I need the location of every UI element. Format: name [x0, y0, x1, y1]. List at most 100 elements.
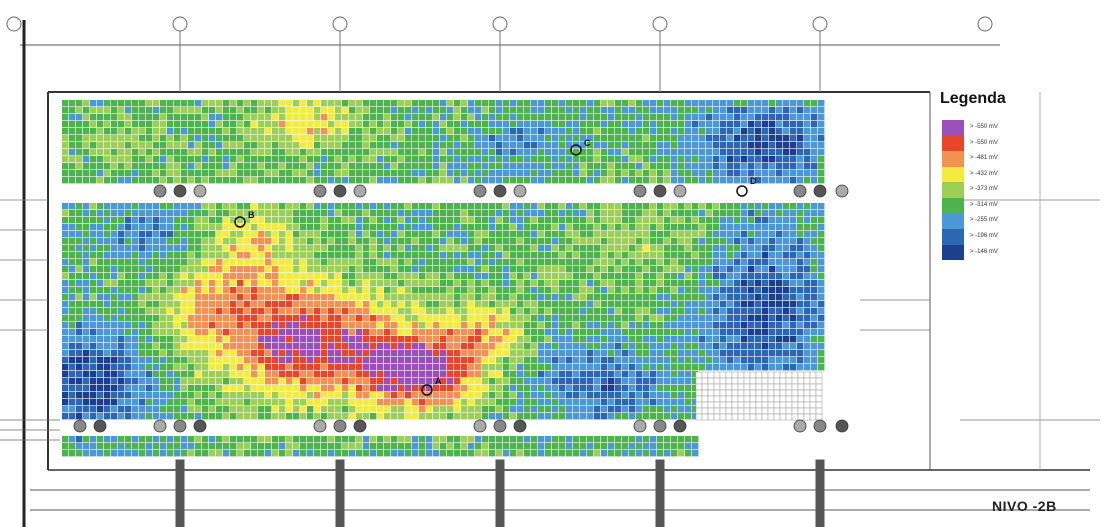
heatmap-cell [405, 315, 412, 322]
heatmap-cell [671, 114, 678, 121]
heatmap-cell [804, 280, 811, 287]
heatmap-cell [426, 149, 433, 156]
heatmap-cell [265, 224, 272, 231]
unmeasured-grid-cell [725, 389, 733, 397]
heatmap-cell [195, 280, 202, 287]
heatmap-cell [307, 385, 314, 392]
heatmap-cell [300, 364, 307, 371]
heatmap-cell [587, 245, 594, 252]
heatmap-cell [370, 371, 377, 378]
heatmap-cell [83, 315, 90, 322]
heatmap-cell [580, 107, 587, 114]
heatmap-cell [419, 280, 426, 287]
heatmap-cell [615, 238, 622, 245]
heatmap-cell [125, 149, 132, 156]
heatmap-cell [132, 252, 139, 259]
heatmap-cell [461, 357, 468, 364]
heatmap-cell [132, 450, 139, 457]
heatmap-cell [139, 252, 146, 259]
heatmap-cell [405, 128, 412, 135]
heatmap-cell [811, 301, 818, 308]
heatmap-cell [412, 280, 419, 287]
heatmap-cell [209, 203, 216, 210]
heatmap-cell [818, 329, 825, 336]
heatmap-cell [216, 163, 223, 170]
heatmap-cell [153, 238, 160, 245]
heatmap-cell [510, 322, 517, 329]
unmeasured-grid-cell [779, 389, 787, 397]
heatmap-cell [706, 322, 713, 329]
heatmap-cell [475, 100, 482, 107]
heatmap-cell [202, 114, 209, 121]
heatmap-cell [349, 217, 356, 224]
heatmap-cell [202, 170, 209, 177]
heatmap-cell [314, 350, 321, 357]
heatmap-cell [685, 443, 692, 450]
heatmap-cell [811, 170, 818, 177]
heatmap-cell [587, 301, 594, 308]
heatmap-cell [552, 217, 559, 224]
heatmap-cell [300, 121, 307, 128]
heatmap-cell [328, 287, 335, 294]
heatmap-cell [678, 135, 685, 142]
heatmap-cell [146, 163, 153, 170]
heatmap-cell [517, 364, 524, 371]
heatmap-cell [510, 177, 517, 184]
heatmap-cell [811, 252, 818, 259]
heatmap-cell [286, 273, 293, 280]
heatmap-cell [258, 114, 265, 121]
heatmap-cell [440, 450, 447, 457]
heatmap-cell [118, 406, 125, 413]
heatmap-cell [349, 107, 356, 114]
heatmap-cell [230, 450, 237, 457]
heatmap-cell [559, 273, 566, 280]
heatmap-cell [230, 322, 237, 329]
heatmap-cell [265, 128, 272, 135]
unmeasured-grid-cell [779, 383, 787, 391]
heatmap-cell [531, 177, 538, 184]
heatmap-cell [363, 266, 370, 273]
heatmap-cell [139, 385, 146, 392]
heatmap-cell [181, 364, 188, 371]
heatmap-cell [643, 100, 650, 107]
heatmap-cell [328, 350, 335, 357]
heatmap-cell [482, 266, 489, 273]
heatmap-cell [167, 308, 174, 315]
heatmap-cell [706, 294, 713, 301]
heatmap-cell [636, 406, 643, 413]
heatmap-cell [69, 156, 76, 163]
heatmap-cell [545, 128, 552, 135]
heatmap-cell [132, 210, 139, 217]
heatmap-cell [692, 392, 699, 399]
heatmap-cell [685, 322, 692, 329]
heatmap-cell [587, 107, 594, 114]
heatmap-cell [286, 385, 293, 392]
heatmap-cell [545, 399, 552, 406]
heatmap-cell [685, 336, 692, 343]
heatmap-cell [657, 436, 664, 443]
heatmap-cell [524, 322, 531, 329]
heatmap-cell [391, 399, 398, 406]
heatmap-cell [517, 378, 524, 385]
heatmap-cell [769, 301, 776, 308]
heatmap-cell [489, 301, 496, 308]
heatmap-cell [510, 149, 517, 156]
heatmap-cell [279, 280, 286, 287]
heatmap-cell [405, 177, 412, 184]
heatmap-cell [783, 149, 790, 156]
heatmap-cell [111, 443, 118, 450]
heatmap-cell [517, 231, 524, 238]
heatmap-cell [328, 238, 335, 245]
heatmap-cell [587, 329, 594, 336]
heatmap-cell [552, 336, 559, 343]
heatmap-cell [734, 149, 741, 156]
heatmap-cell [587, 450, 594, 457]
heatmap-cell [517, 399, 524, 406]
heatmap-cell [69, 343, 76, 350]
heatmap-cell [594, 224, 601, 231]
heatmap-cell [90, 203, 97, 210]
heatmap-cell [811, 156, 818, 163]
heatmap-cell [566, 128, 573, 135]
heatmap-cell [783, 357, 790, 364]
heatmap-cell [202, 128, 209, 135]
